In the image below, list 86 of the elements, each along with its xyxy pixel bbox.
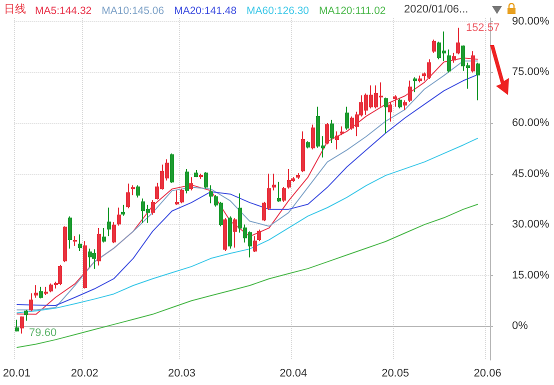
candlestick [199, 173, 203, 180]
candlestick [233, 218, 237, 248]
candlestick [151, 200, 155, 216]
candlestick [68, 216, 72, 250]
candlestick [287, 168, 291, 190]
candlestick [194, 170, 198, 178]
candlestick [97, 227, 101, 266]
candlestick [257, 229, 261, 242]
line-series [16, 204, 478, 348]
candlestick [24, 309, 28, 322]
candlestick [189, 176, 193, 191]
candlestick [272, 173, 276, 191]
candlestick [88, 248, 92, 268]
candlestick [408, 80, 412, 102]
candlestick [388, 101, 392, 122]
text: 日线 [4, 2, 26, 16]
y-tick-label: 75.00% [512, 66, 550, 78]
text: MA5:144.32 [35, 5, 92, 17]
text: MA60:126.30 [246, 5, 310, 17]
candlestick [58, 264, 62, 286]
candlestick [228, 216, 232, 250]
candlestick [306, 140, 310, 149]
candlestick [34, 284, 38, 298]
candlestick [63, 226, 67, 263]
candlestick [44, 286, 48, 296]
candlestick [340, 126, 344, 136]
candlestick [39, 286, 43, 299]
candlestick [345, 106, 349, 130]
candlestick [311, 124, 315, 150]
line-series [16, 138, 478, 314]
candlestick [20, 316, 24, 334]
candlestick [277, 181, 281, 202]
candlestick [393, 94, 397, 108]
text: MA10:145.06 [102, 5, 164, 17]
candlestick [335, 130, 339, 150]
candlestick [131, 184, 135, 196]
y-tick-label: 90.00% [512, 15, 550, 28]
candlestick [398, 98, 402, 109]
candlestick [476, 62, 480, 101]
candlestick [325, 122, 329, 145]
candlestick [253, 236, 257, 252]
candlestick [209, 184, 213, 204]
candlestick [78, 234, 82, 252]
x-tick-label: 20.05 [382, 368, 410, 380]
candlestick [170, 152, 174, 184]
candlestick [447, 48, 451, 74]
x-tick-label: 20.03 [168, 368, 196, 380]
x-tick-label: 20.04 [280, 368, 308, 380]
y-tick-label: 45.00% [512, 168, 550, 180]
candlestick [136, 184, 140, 198]
y-tick-label: 60.00% [512, 116, 550, 129]
candlestick [29, 292, 33, 312]
candlestick [185, 168, 189, 194]
candlestick [121, 204, 125, 216]
candlestick [92, 248, 96, 270]
candlestick [456, 28, 460, 55]
candlestick [223, 218, 227, 252]
text: 2020/01/06... [404, 4, 468, 16]
x-tick-label: 20.02 [70, 368, 98, 380]
candlestick [301, 130, 305, 173]
x-tick-label: 20.06 [474, 368, 502, 380]
candlestick [403, 100, 407, 111]
text: MA20:141.48 [174, 5, 237, 17]
candlestick [413, 76, 417, 93]
annotation: 152.57 [466, 22, 500, 34]
candlestick [112, 222, 116, 244]
candlestick [126, 183, 130, 209]
candlestick [204, 172, 208, 190]
candlestick [282, 186, 286, 202]
candlestick [296, 172, 300, 180]
y-tick-label: 15.00% [512, 269, 550, 282]
candlestick [83, 240, 87, 290]
candlestick [107, 207, 111, 237]
text: MA120:111.02 [319, 5, 386, 17]
candlestick [15, 319, 19, 332]
annotation: 79.60 [29, 327, 57, 340]
x-tick-label: 20.01 [2, 368, 30, 380]
candlestick [418, 75, 422, 83]
candlestick [432, 39, 436, 54]
candlestick [117, 207, 121, 226]
candlestick [102, 227, 106, 243]
candlestick [330, 119, 334, 144]
candlestick [384, 97, 388, 134]
y-tick-label: 0% [512, 320, 528, 332]
candlestick [73, 236, 77, 246]
y-tick-label: 30.00% [512, 218, 550, 231]
